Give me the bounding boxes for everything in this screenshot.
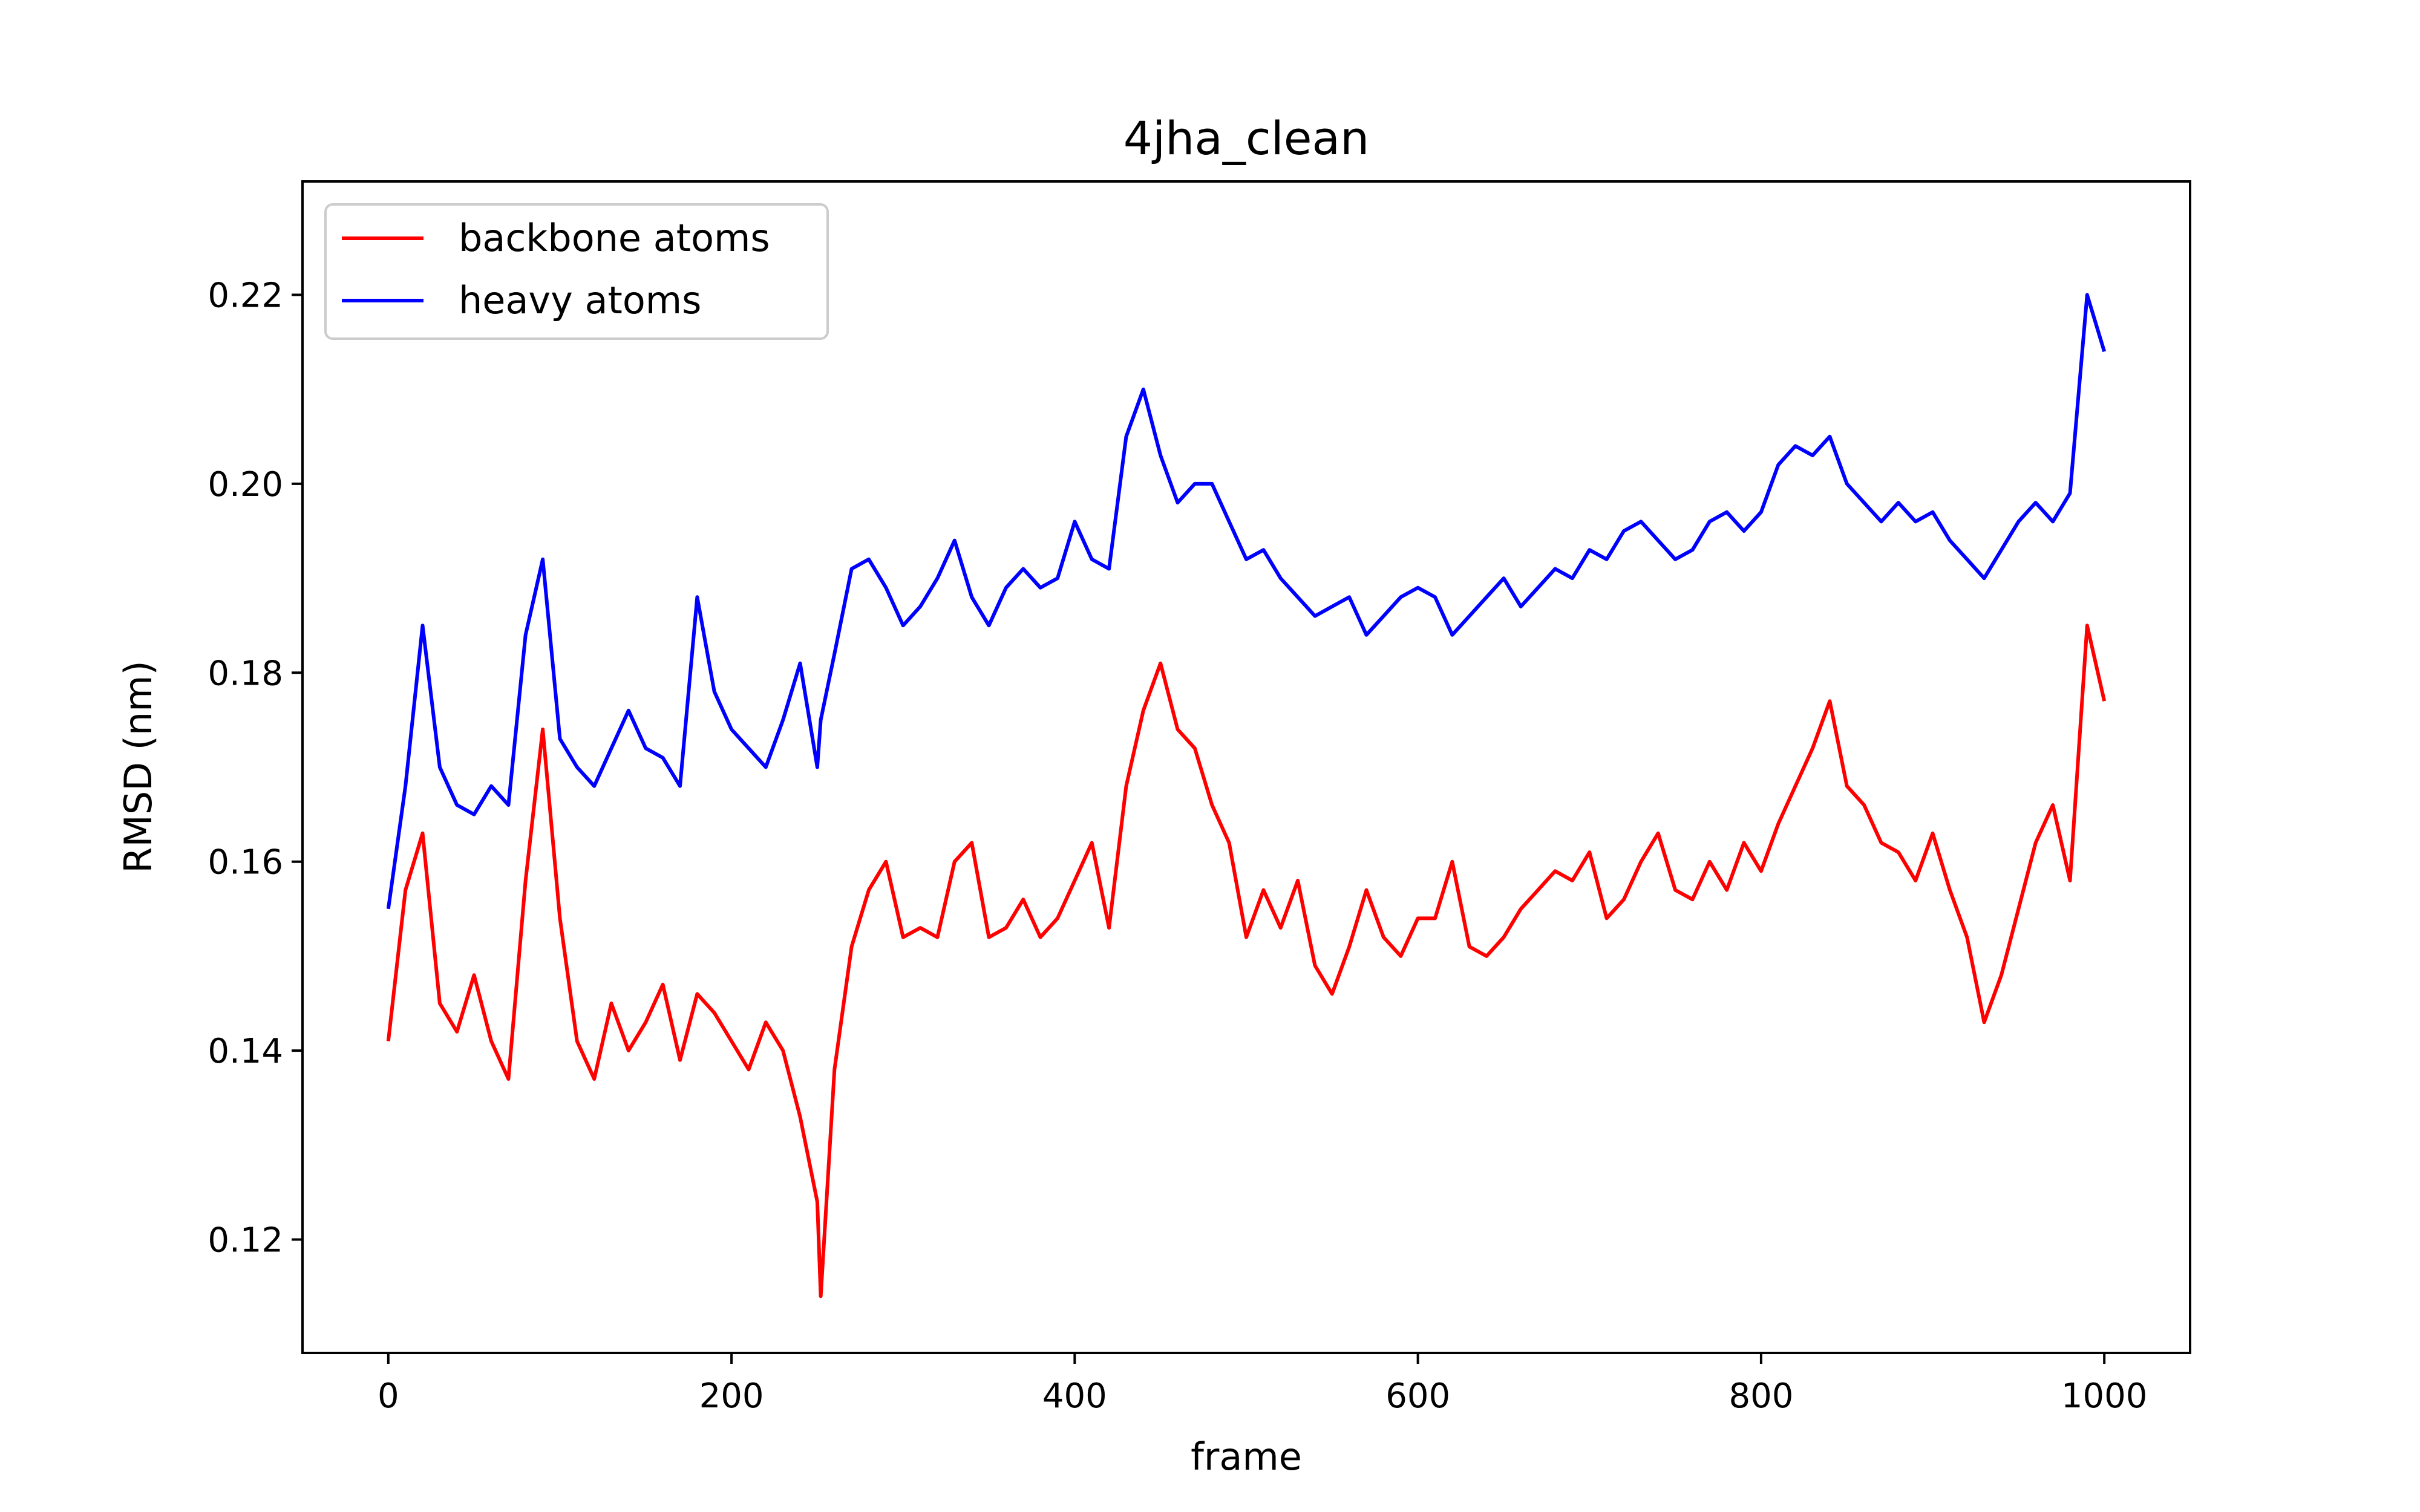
y-tick-label: 0.14	[208, 1032, 283, 1071]
legend: backbone atoms heavy atoms	[324, 203, 829, 340]
x-tick-label: 600	[1385, 1377, 1450, 1416]
chart-title: 4jha_clean	[1123, 111, 1370, 165]
y-axis: 0.12 0.14 0.16 0.18 0.20 0.22	[208, 276, 302, 1260]
x-tick-label: 0	[378, 1377, 399, 1416]
legend-label-backbone-atoms: backbone atoms	[459, 216, 770, 260]
y-tick-label: 0.20	[208, 465, 283, 504]
series-line-heavy-atoms	[386, 293, 2107, 910]
x-tick-label: 400	[1042, 1377, 1107, 1416]
series-line-backbone-atoms	[386, 624, 2107, 1299]
plot-frame	[301, 180, 2191, 1354]
x-axis: 0 200 400 600 800 1000	[378, 1353, 2147, 1416]
y-tick-label: 0.12	[208, 1221, 283, 1260]
series-layer	[386, 293, 2107, 1299]
y-tick-label: 0.22	[208, 276, 283, 315]
y-axis-label: RMSD (nm)	[116, 660, 160, 873]
x-tick-label: 800	[1728, 1377, 1793, 1416]
x-tick-label: 1000	[2061, 1377, 2148, 1416]
x-axis-label: frame	[1191, 1435, 1302, 1479]
legend-label-heavy-atoms: heavy atoms	[459, 278, 701, 322]
x-tick-label: 200	[699, 1377, 764, 1416]
y-tick-label: 0.18	[208, 654, 283, 693]
legend-box	[324, 203, 829, 340]
y-tick-label: 0.16	[208, 843, 283, 882]
